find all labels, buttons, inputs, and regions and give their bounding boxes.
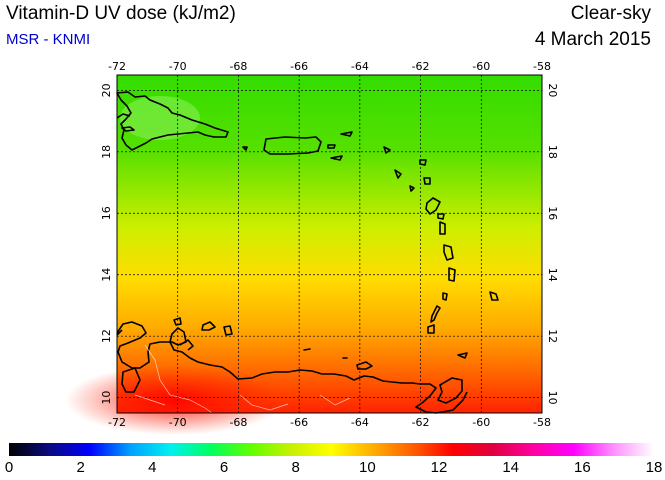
- tick-labels: -72 -72 -70 -70 -68 -68 -66 -66 -64 -64 -62 -62 -60 -…: [100, 60, 559, 429]
- lat-tick-right: 14: [546, 268, 559, 282]
- coast-vieques: [327, 144, 336, 149]
- hispaniola-highlight: [120, 96, 200, 140]
- colorbar-tick-label: 8: [291, 459, 300, 476]
- colorbar-tick-label: 16: [573, 459, 591, 476]
- date-label: 4 March 2015: [534, 29, 651, 50]
- lat-tick-right: 20: [546, 83, 559, 97]
- coast-trinidad: [437, 377, 463, 404]
- colorbar-tick-label: 6: [219, 459, 229, 476]
- coast-grenadines: [430, 305, 441, 323]
- coastlines: [116, 91, 499, 414]
- lon-tick-bottom: -60: [472, 416, 490, 429]
- lat-tick-left: 18: [100, 145, 113, 159]
- colorbar-tick-label: 12: [430, 459, 448, 476]
- coast-anguilla: [383, 146, 391, 154]
- coast-south-america: [116, 321, 468, 414]
- colorbar-tick-label: 2: [76, 459, 85, 476]
- colorbar-tick-label: 4: [148, 459, 157, 476]
- coast-maracaibo-lake: [121, 367, 141, 393]
- lon-tick-top: -58: [533, 60, 551, 73]
- lon-tick-bottom: -70: [169, 416, 187, 429]
- coast-st-kitts: [394, 169, 402, 179]
- grid-lines: [117, 75, 542, 413]
- coast-montserrat: [409, 185, 415, 192]
- coast-margarita: [356, 361, 373, 370]
- lon-tick-bottom: -62: [412, 416, 430, 429]
- coast-paraguana: [179, 339, 194, 351]
- lon-tick-top: -62: [412, 60, 430, 73]
- map-frame: [116, 74, 543, 414]
- coast-puerto-rico: [263, 136, 322, 155]
- coast-hispaniola-north: [116, 113, 131, 119]
- lon-tick-top: -70: [169, 60, 187, 73]
- coast-guajira: [116, 329, 123, 336]
- coast-mona: [242, 146, 248, 151]
- lon-tick-bottom: -58: [533, 416, 551, 429]
- lon-tick-top: -68: [229, 60, 247, 73]
- coast-virgin-islands: [330, 131, 353, 161]
- lat-tick-left: 14: [100, 268, 113, 282]
- coast-gonave: [121, 126, 135, 132]
- lat-tick-left: 10: [100, 391, 113, 405]
- sky-condition-label: Clear-sky: [570, 3, 651, 24]
- coast-los-roques: [303, 348, 348, 359]
- lat-tick-right: 16: [546, 206, 559, 220]
- coast-aruba: [173, 317, 182, 326]
- borders: [134, 344, 351, 414]
- lon-tick-bottom: -68: [229, 416, 247, 429]
- lon-tick-top: -60: [472, 60, 490, 73]
- lat-tick-right: 18: [546, 145, 559, 159]
- lon-tick-top: -72: [108, 60, 126, 73]
- coast-marie-galante: [437, 213, 445, 220]
- colorbar: [9, 443, 654, 456]
- map-title: Vitamin-D UV dose (kJ/m2): [6, 3, 236, 24]
- lon-tick-top: -64: [351, 60, 369, 73]
- lat-tick-left: 20: [100, 83, 113, 97]
- colorbar-tick-label: 0: [4, 459, 14, 476]
- coast-barbuda: [419, 159, 427, 166]
- lat-tick-left: 12: [100, 329, 113, 343]
- colorbar-tick-label: 14: [502, 459, 519, 476]
- lon-tick-bottom: -72: [108, 416, 126, 429]
- uv-hotspot: [65, 365, 285, 435]
- lon-tick-bottom: -66: [290, 416, 308, 429]
- colorbar-tick-label: 10: [358, 459, 376, 476]
- lat-tick-right: 12: [546, 329, 559, 343]
- coast-antigua: [423, 177, 431, 185]
- lat-tick-left: 16: [100, 206, 113, 220]
- coast-martinique: [443, 244, 454, 261]
- coast-grenada: [427, 324, 435, 334]
- coast-bonaire: [223, 325, 233, 336]
- colorbar-tick-label: 18: [645, 459, 663, 476]
- coast-hispaniola: [116, 91, 229, 151]
- lon-tick-top: -66: [290, 60, 308, 73]
- coast-curacao: [201, 321, 216, 331]
- coast-st-lucia: [448, 267, 456, 282]
- lat-tick-right: 10: [546, 391, 559, 405]
- source-label: MSR - KNMI: [6, 31, 91, 48]
- coast-st-vincent: [442, 292, 448, 301]
- coast-guadeloupe: [425, 197, 441, 215]
- coast-dominica: [439, 221, 446, 235]
- lon-tick-bottom: -64: [351, 416, 369, 429]
- coast-barbados: [489, 291, 499, 301]
- coast-tobago: [457, 352, 468, 359]
